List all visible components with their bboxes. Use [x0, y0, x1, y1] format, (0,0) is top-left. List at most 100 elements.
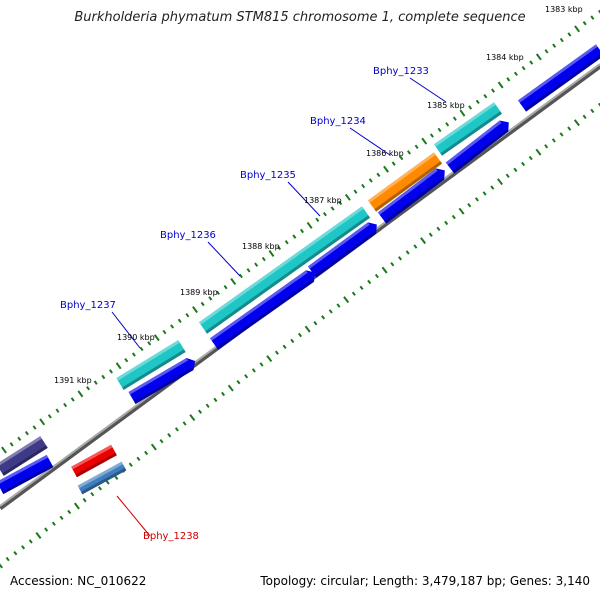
gene-features — [0, 44, 600, 495]
inner-tick — [128, 462, 133, 467]
feature-forward-1233-highlight — [433, 102, 496, 147]
outer-tick — [86, 386, 91, 391]
outer-tick — [177, 318, 182, 324]
outer-tick — [153, 334, 160, 342]
feature-reverse-1233 — [445, 120, 509, 174]
gene-label-bphy-1237[interactable]: Bphy_1237 — [60, 300, 116, 311]
outer-tick — [414, 144, 419, 149]
feature-reverse-1236 — [209, 270, 315, 350]
inner-tick — [351, 291, 356, 296]
inner-tick — [597, 102, 600, 107]
inner-tick — [282, 344, 287, 349]
feature-reverse-1235-highlight — [307, 222, 370, 269]
feature-forward-1236-shade — [205, 215, 371, 334]
tick-marks — [0, 9, 600, 569]
outer-tick — [368, 178, 373, 183]
inner-tick — [497, 178, 503, 186]
feature-reverse-left-shade — [1, 464, 54, 495]
inner-tick — [474, 197, 479, 202]
feature-reverse-1237-shade — [134, 367, 194, 405]
outer-tick — [93, 380, 98, 385]
outer-tick — [521, 65, 526, 71]
inner-tick — [390, 262, 395, 267]
outer-tick — [361, 183, 366, 189]
inner-tick — [105, 480, 110, 485]
outer-tick — [437, 127, 442, 133]
outer-tick — [170, 324, 175, 329]
outer-tick — [391, 161, 396, 166]
inner-tick — [482, 191, 487, 196]
inner-tick — [297, 332, 303, 338]
outer-tick — [529, 60, 534, 65]
feature-reverse-1237 — [128, 357, 196, 405]
leader-bphy-1234 — [349, 127, 391, 156]
leader-bphy-1235 — [287, 181, 321, 217]
feature-1238-red — [71, 444, 117, 478]
outer-tick — [306, 221, 313, 229]
inner-tick — [535, 148, 542, 156]
outer-tick — [215, 290, 220, 295]
tick-label-1384: 1384 kbp — [486, 53, 524, 62]
outer-tick — [9, 442, 14, 447]
topology-summary: Topology: circular; Length: 3,479,187 bp… — [260, 574, 590, 588]
inner-tick — [490, 185, 495, 190]
inner-tick — [236, 379, 241, 385]
inner-tick — [359, 285, 364, 291]
feature-reverse-right-shade — [524, 54, 600, 112]
feature-1238-steelblue-shade — [80, 467, 127, 495]
inner-tick — [97, 486, 103, 491]
feature-forward-1237-shade — [122, 349, 186, 390]
inner-tick — [136, 456, 141, 462]
inner-tick — [521, 161, 526, 167]
feature-forward-1236 — [198, 206, 371, 334]
inner-tick — [174, 427, 179, 432]
outer-tick — [70, 397, 75, 402]
feature-reverse-1236-shade — [216, 279, 315, 350]
inner-tick — [59, 515, 64, 521]
inner-tick — [290, 338, 295, 344]
gene-label-bphy-1235[interactable]: Bphy_1235 — [240, 170, 296, 181]
inner-tick — [428, 232, 433, 237]
leader-bphy-1236 — [207, 241, 241, 277]
outer-tick — [55, 408, 60, 413]
feature-forward-1234-highlight — [367, 152, 436, 203]
inner-tick — [505, 173, 510, 178]
inner-tick — [451, 214, 456, 220]
inner-tick — [374, 273, 379, 279]
inner-tick — [405, 250, 410, 255]
outer-tick — [47, 414, 52, 419]
feature-reverse-1235-shade — [314, 231, 377, 278]
inner-tick — [397, 256, 403, 261]
gene-label-bphy-1233[interactable]: Bphy_1233 — [373, 66, 429, 77]
outer-tick — [254, 262, 259, 267]
outer-tick — [32, 425, 37, 430]
gene-label-bphy-1236[interactable]: Bphy_1236 — [160, 230, 216, 241]
inner-tick — [321, 315, 326, 320]
feature-forward-1236-highlight — [198, 206, 364, 325]
outer-tick — [208, 296, 213, 301]
inner-tick — [544, 144, 549, 149]
inner-tick — [150, 443, 157, 451]
tick-label-1385: 1385 kbp — [427, 101, 465, 110]
inner-tick — [44, 527, 49, 532]
feature-reverse-1237-highlight — [128, 357, 188, 395]
inner-tick — [590, 108, 595, 114]
outer-tick — [483, 94, 488, 99]
feature-reverse-1236-highlight — [209, 270, 308, 341]
outer-tick — [277, 245, 282, 251]
inner-tick — [82, 497, 87, 503]
inner-tick — [444, 220, 449, 226]
inner-tick — [51, 521, 56, 526]
inner-tick — [159, 438, 164, 444]
outer-tick — [445, 122, 450, 127]
feature-reverse-left-highlight — [0, 454, 49, 484]
gene-label-bphy-1234[interactable]: Bphy_1234 — [310, 116, 366, 127]
outer-tick — [200, 301, 205, 307]
inner-tick — [313, 321, 318, 326]
inner-tick — [528, 155, 533, 161]
gene-label-bphy-1238[interactable]: Bphy_1238 — [143, 531, 199, 542]
feature-forward-1234-shade — [374, 161, 443, 212]
feature-forward-1233 — [433, 102, 503, 156]
outer-tick — [582, 21, 587, 26]
